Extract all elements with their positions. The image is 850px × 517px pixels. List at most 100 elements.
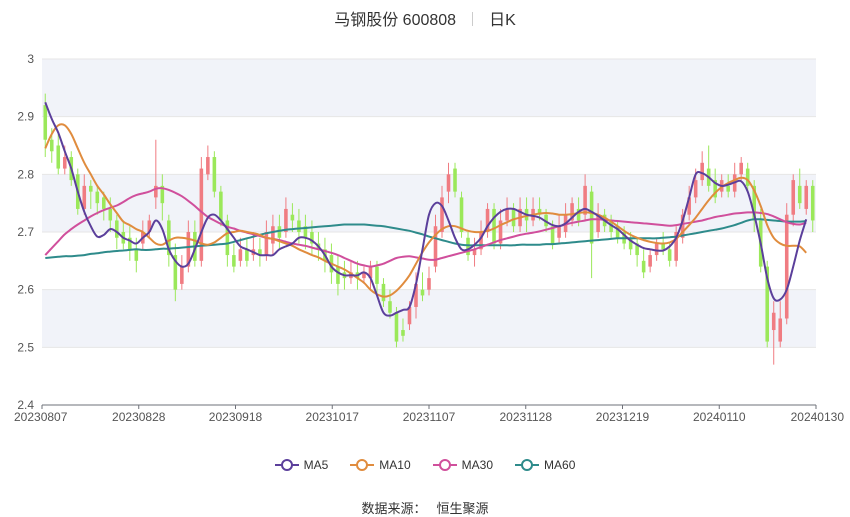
candle-body <box>589 191 594 244</box>
candle-body <box>225 220 230 256</box>
candle-body <box>264 232 269 256</box>
legend-label: MA5 <box>303 458 329 472</box>
candle-body <box>797 185 802 204</box>
candle-body <box>778 318 783 342</box>
legend-symbol <box>432 458 457 472</box>
legend-item-ma60[interactable]: MA60 <box>515 458 575 472</box>
candle <box>687 185 691 221</box>
candle <box>401 318 405 342</box>
candle-body <box>134 249 139 261</box>
candle-body <box>115 220 119 238</box>
candle <box>466 232 470 261</box>
candle <box>810 180 815 232</box>
source-label: 数据来源： <box>361 501 427 516</box>
candle-body <box>433 226 438 267</box>
candle-body <box>596 214 600 232</box>
candle <box>271 214 275 256</box>
candle <box>778 301 783 348</box>
candle <box>648 249 652 273</box>
legend-symbol <box>274 458 299 472</box>
candle-body <box>394 312 399 342</box>
candle-body <box>147 220 152 232</box>
candle-body <box>362 272 366 279</box>
candle-body <box>297 220 301 232</box>
candle-body <box>310 232 314 244</box>
candle <box>420 272 425 302</box>
title-separator <box>472 12 474 26</box>
candle <box>557 214 561 244</box>
candle <box>791 174 796 227</box>
candle-body <box>446 174 451 192</box>
candle-body <box>232 255 236 267</box>
band <box>42 59 816 117</box>
candle-body <box>576 208 581 221</box>
stock-title: 马钢股份 600808 <box>334 12 457 29</box>
source-value: 恒生聚源 <box>436 501 489 516</box>
candle <box>102 191 106 221</box>
candle-body <box>49 139 54 152</box>
candle-body <box>505 208 509 221</box>
legend-item-ma5[interactable]: MA5 <box>274 458 329 472</box>
candle-body <box>277 226 282 238</box>
candle-body <box>726 185 730 192</box>
candle <box>680 208 685 244</box>
candle <box>245 237 249 267</box>
candle <box>277 214 282 250</box>
y-axis: 2.4 2.5 2.6 2.7 2.8 2.9 3 <box>17 52 34 412</box>
x-tick-label: 20231017 <box>306 410 360 424</box>
candle-body <box>713 180 717 198</box>
candle <box>160 174 165 221</box>
candle <box>784 203 789 325</box>
candle-body <box>258 249 262 256</box>
candle-body <box>752 185 756 221</box>
candle-body <box>43 105 48 140</box>
candle <box>589 185 594 279</box>
period-label[interactable]: 日K <box>489 12 516 29</box>
candle-body <box>537 208 542 215</box>
candle-body <box>765 266 770 342</box>
candle <box>745 162 750 192</box>
candle-body <box>375 266 379 284</box>
candle-body <box>271 226 275 244</box>
x-axis: 20230807 20230828 20230918 20231017 20231107… <box>14 404 844 424</box>
candle-body <box>401 330 405 336</box>
candle-body <box>336 266 340 284</box>
candle-body <box>680 214 685 238</box>
band <box>42 289 816 348</box>
y-tick-label: 2.7 <box>17 225 34 239</box>
candle-body <box>459 197 464 232</box>
candle-body <box>687 197 691 215</box>
candle <box>498 208 503 250</box>
candle-body <box>186 232 191 267</box>
candle-body <box>199 168 204 261</box>
candle-body <box>88 185 93 192</box>
candle-body <box>810 185 815 221</box>
candle-body <box>641 260 646 273</box>
candle <box>596 203 600 238</box>
candle-body <box>108 208 113 221</box>
legend-item-ma10[interactable]: MA10 <box>350 458 411 472</box>
candle-body <box>739 162 743 175</box>
candle <box>654 237 659 261</box>
candlesticks <box>43 93 815 365</box>
candle <box>303 214 308 250</box>
candle <box>381 278 386 307</box>
candle-body <box>570 203 574 221</box>
candle-body <box>498 220 503 244</box>
candle-body <box>466 237 470 256</box>
candle-body <box>160 185 165 204</box>
data-source: 数据来源： 恒生聚源 <box>0 498 850 517</box>
legend-symbol <box>350 458 375 472</box>
candle-body <box>167 220 171 256</box>
candle-body <box>661 243 665 250</box>
candle-body <box>303 226 308 238</box>
candle <box>375 260 379 296</box>
candle-body <box>628 237 633 250</box>
legend-symbol <box>515 458 540 472</box>
candle-body <box>674 232 678 261</box>
candle <box>238 237 243 267</box>
candle <box>82 174 87 215</box>
legend-item-ma30[interactable]: MA30 <box>432 458 493 472</box>
candle-body <box>557 226 561 238</box>
